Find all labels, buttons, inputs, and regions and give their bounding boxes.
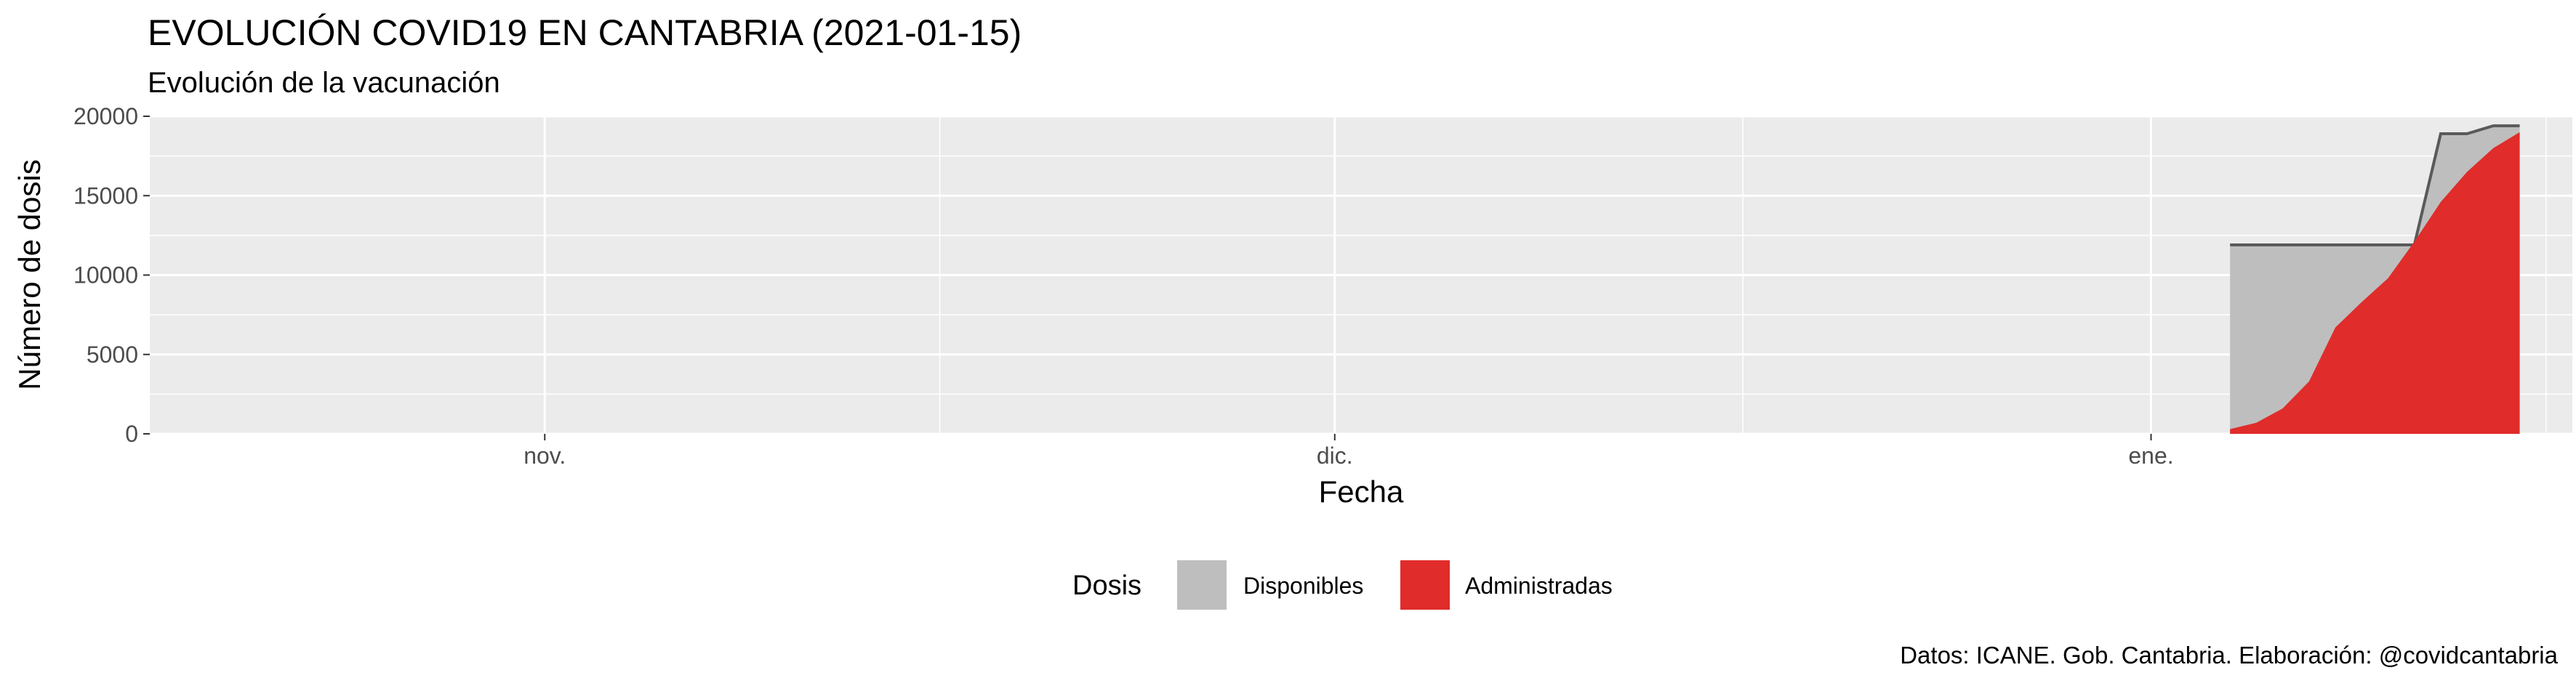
grid-major: [150, 115, 2572, 435]
legend-title: Dosis: [1072, 570, 1141, 601]
x-tick-label: ene.: [2128, 443, 2173, 469]
area-administradas: [2230, 132, 2520, 434]
areas: [2230, 124, 2520, 435]
x-tick-label: nov.: [523, 443, 566, 469]
y-tick-label: 15000: [73, 182, 138, 209]
legend: Dosis Disponibles Administradas: [1072, 559, 1613, 611]
caption: Datos: ICANE. Gob. Cantabria. Elaboració…: [1900, 642, 2558, 669]
x-tick-label: dic.: [1317, 443, 1353, 469]
y-tick-label: 0: [125, 421, 138, 447]
area-outline-disponibles: [2230, 124, 2520, 246]
chart-title: EVOLUCIÓN COVID19 EN CANTABRIA (2021-01-…: [148, 12, 1022, 53]
y-tick-label: 5000: [87, 342, 138, 368]
y-tick-label: 10000: [73, 262, 138, 288]
legend-key-administradas: [1399, 559, 1451, 611]
legend-key-disponibles: [1176, 559, 1228, 611]
x-axis-title: Fecha: [1319, 475, 1404, 509]
y-axis-title: Número de dosis: [12, 159, 47, 390]
legend-label-disponibles: Disponibles: [1243, 573, 1363, 599]
legend-label-administradas: Administradas: [1465, 573, 1613, 599]
y-tick-label: 20000: [73, 103, 138, 129]
chart-subtitle: Evolución de la vacunación: [148, 67, 500, 99]
grid-minor: [150, 116, 2572, 434]
y-axis: 0 5000 10000 15000 20000: [73, 103, 150, 447]
x-axis: nov. dic. ene.: [523, 434, 2174, 469]
